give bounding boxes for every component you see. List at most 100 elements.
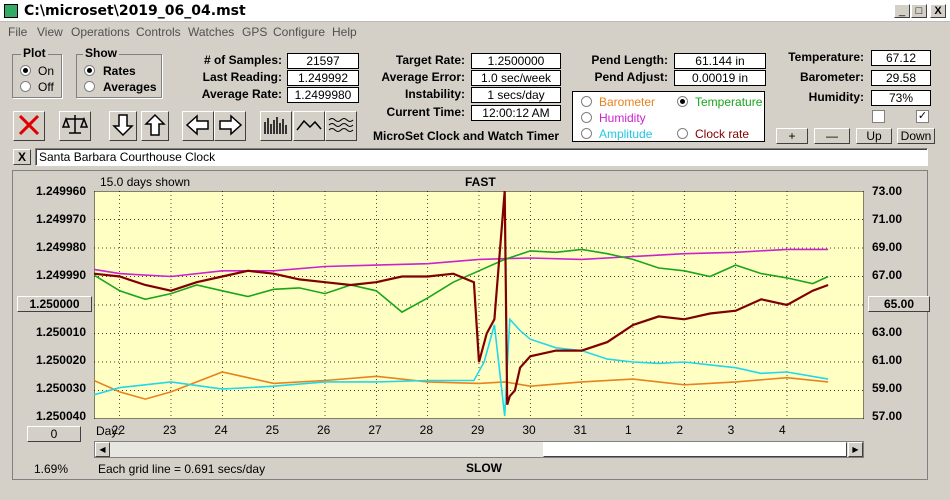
menu-bar: File View Operations Controls Watches GP… [0, 22, 950, 42]
y-left-tick-3: 1.249990 [35, 268, 86, 282]
arrow-left-button[interactable] [182, 111, 214, 141]
barometer-radio[interactable] [581, 96, 592, 110]
percent-label: 1.69% [34, 462, 69, 476]
temperature-label: Temperature [695, 95, 763, 109]
x-tick-label: 31 [573, 423, 588, 437]
watch-close-button[interactable]: X [13, 149, 31, 165]
x-tick-label: 2 [676, 423, 684, 437]
scale-up-button[interactable]: Up [856, 128, 892, 144]
bar-graph-icon [264, 117, 287, 134]
y-right-tick-5: 63.00 [872, 325, 903, 339]
humidity-env-value: 73% [871, 90, 931, 106]
show-group [76, 54, 162, 98]
samples-value: 21597 [287, 53, 359, 69]
current-time-label: Current Time: [386, 105, 465, 119]
menu-view[interactable]: View [37, 25, 63, 39]
y-left-tick-0: 1.249960 [35, 184, 86, 198]
average-error-value: 1.0 sec/week [471, 70, 561, 86]
current-time-value: 12:00:12 AM [471, 105, 561, 121]
left-axis-center-button[interactable]: 1.250000 [17, 296, 92, 312]
y-right-tick-6: 61.00 [872, 353, 903, 367]
target-rate-label: Target Rate: [395, 53, 465, 67]
watch-name-field[interactable]: Santa Barbara Courthouse Clock [35, 148, 928, 166]
x-tick-label: 25 [265, 423, 280, 437]
line-graph-button[interactable] [293, 111, 325, 141]
y-right-tick-2: 69.00 [872, 240, 903, 254]
x-tick-label: 26 [317, 423, 331, 437]
scale-plus-button[interactable]: + [776, 128, 808, 144]
stop-button[interactable] [13, 111, 45, 141]
samples-label: # of Samples: [203, 53, 282, 67]
option-checkbox-2[interactable]: ✓ [916, 110, 929, 123]
humidity-radio[interactable] [581, 112, 592, 126]
show-rates-label: Rates [103, 64, 136, 78]
x-tick-label: 4 [779, 423, 786, 437]
pend-adjust-value: 0.00019 in [674, 70, 766, 86]
scale-down-button[interactable]: Down [897, 128, 935, 144]
scroll-left-arrow[interactable]: ◀ [95, 442, 110, 457]
smooth-graph-button[interactable] [325, 111, 357, 141]
arrow-down-icon [112, 114, 134, 137]
wave-lines-icon [328, 118, 354, 132]
right-axis-center-button[interactable]: 65.00 [868, 296, 930, 312]
scale-minus-button[interactable]: — [814, 128, 850, 144]
watch-name-text: Santa Barbara Courthouse Clock [39, 150, 216, 164]
show-group-title: Show [83, 46, 119, 60]
red-x-icon [18, 114, 40, 136]
menu-file[interactable]: File [8, 25, 28, 39]
arrow-up-button[interactable] [141, 111, 169, 141]
menu-gps[interactable]: GPS [242, 25, 268, 39]
y-left-tick-2: 1.249980 [35, 240, 86, 254]
show-rates-radio[interactable] [84, 65, 95, 79]
window-title: C:\microset\2019_06_04.mst [24, 3, 246, 19]
series-barometer [94, 371, 829, 400]
pend-adjust-label: Pend Adjust: [594, 70, 668, 84]
series-clock-rate [94, 191, 829, 406]
option-checkbox-1[interactable] [872, 110, 885, 123]
menu-controls[interactable]: Controls [136, 25, 181, 39]
series-amplitude [94, 317, 829, 417]
line-graph-icon [296, 119, 322, 131]
show-averages-radio[interactable] [84, 81, 95, 95]
y-left-tick-6: 1.250020 [35, 353, 86, 367]
balance-button[interactable] [59, 111, 91, 141]
temperature-env-label: Temperature: [788, 50, 864, 64]
bar-graph-button[interactable] [260, 111, 292, 141]
minimize-button[interactable]: _ [894, 4, 910, 18]
menu-help[interactable]: Help [332, 25, 357, 39]
average-rate-label: Average Rate: [201, 87, 282, 101]
menu-watches[interactable]: Watches [188, 25, 235, 39]
menu-configure[interactable]: Configure [273, 25, 326, 39]
y-left-tick-5: 1.250010 [35, 325, 86, 339]
barometer-env-label: Barometer: [799, 70, 864, 84]
day-axis-label: Day: [96, 424, 121, 438]
x-tick-label: 23 [163, 423, 177, 437]
y-left-tick-8: 1.250040 [35, 409, 86, 423]
pend-length-value: 61.144 in [674, 53, 766, 69]
target-rate-value: 1.2500000 [471, 53, 561, 69]
scroll-right-arrow[interactable]: ▶ [848, 442, 863, 457]
instability-label: Instability: [404, 87, 465, 101]
y-left-tick-1: 1.249970 [35, 212, 86, 226]
x-tick-label: 30 [522, 423, 536, 437]
time-scrollbar[interactable]: ◀ ▶ [94, 441, 864, 458]
close-button[interactable]: X [930, 4, 946, 18]
amplitude-radio[interactable] [581, 128, 592, 142]
zero-button[interactable]: 0 [27, 426, 81, 442]
average-error-label: Average Error: [381, 70, 465, 84]
x-tick-label: 22 [111, 423, 126, 437]
maximize-button[interactable]: □ [911, 4, 927, 18]
arrow-down-button[interactable] [109, 111, 137, 141]
arrow-right-button[interactable] [214, 111, 246, 141]
plot-on-label: On [38, 64, 55, 78]
plot-on-radio[interactable] [20, 65, 31, 79]
temperature-env-value: 67.12 [871, 50, 931, 66]
menu-operations[interactable]: Operations [71, 25, 130, 39]
instability-value: 1 secs/day [471, 87, 561, 103]
temperature-radio[interactable] [677, 96, 688, 110]
scroll-thumb[interactable] [543, 442, 847, 457]
y-right-tick-7: 59.00 [872, 381, 903, 395]
amplitude-label: Amplitude [599, 127, 653, 141]
plot-off-radio[interactable] [20, 81, 31, 95]
clock-rate-radio[interactable] [677, 128, 688, 142]
